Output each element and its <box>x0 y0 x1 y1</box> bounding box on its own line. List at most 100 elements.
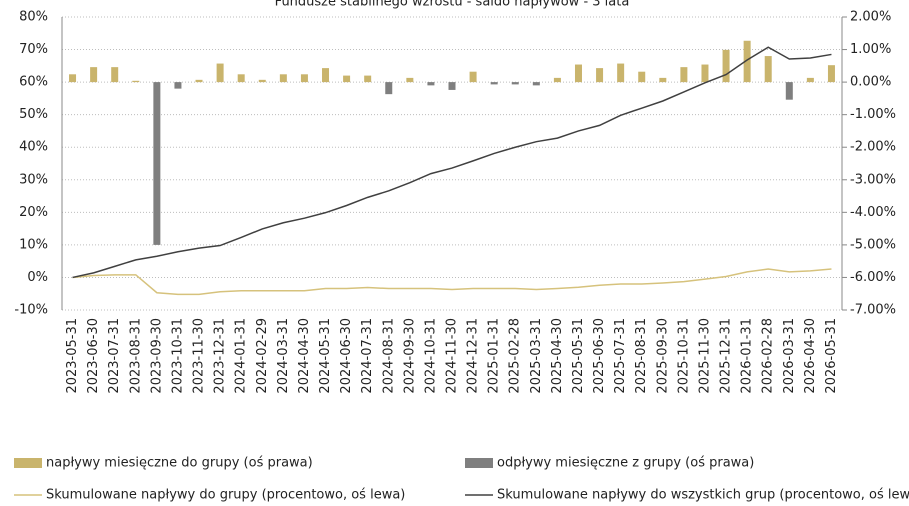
bar <box>216 63 224 83</box>
x-tick-label: 2025-01-31 <box>487 318 502 394</box>
x-tick-label: 2024-11-30 <box>445 318 460 394</box>
chart-title: Fundusze stabilnego wzrostu - saldo napł… <box>275 0 630 10</box>
x-tick-label: 2025-06-30 <box>592 318 607 394</box>
y2-tick-label: -3.00% <box>850 172 896 187</box>
bar <box>532 82 540 86</box>
y-tick-label: 50% <box>19 107 48 122</box>
x-tick-label: 2025-10-31 <box>676 318 691 394</box>
bar <box>764 56 772 83</box>
bar <box>553 77 561 83</box>
x-tick-label: 2026-05-31 <box>824 318 839 394</box>
x-tick-label: 2024-07-31 <box>360 318 375 394</box>
x-tick-label: 2024-03-31 <box>276 318 291 394</box>
x-tick-label: 2024-06-30 <box>339 318 354 394</box>
y2-tick-label: -2.00% <box>850 140 896 155</box>
bar <box>153 82 161 245</box>
bar <box>806 77 814 83</box>
bar <box>385 82 393 95</box>
bar <box>195 79 203 83</box>
y-tick-label: 10% <box>19 237 48 252</box>
bar <box>680 67 688 83</box>
x-tick-label: 2024-05-31 <box>318 318 333 394</box>
bar <box>427 82 435 86</box>
y-tick-label: 0% <box>27 270 48 285</box>
x-tick-label: 2024-08-31 <box>381 318 396 394</box>
x-tick-label: 2024-04-30 <box>297 318 312 394</box>
y-tick-label: 30% <box>19 172 48 187</box>
bar <box>300 74 308 83</box>
x-tick-label: 2023-06-30 <box>86 318 101 394</box>
bar <box>743 40 751 83</box>
legend-swatch <box>465 458 493 468</box>
x-tick-label: 2023-12-31 <box>213 318 228 394</box>
x-tick-label: 2023-08-31 <box>128 318 143 394</box>
bar <box>111 67 119 83</box>
y-tick-label: 70% <box>19 42 48 57</box>
x-tick-label: 2026-01-31 <box>740 318 755 394</box>
legend-label: odpływy miesięczne z grupy (oś prawa) <box>497 456 754 471</box>
y2-tick-label: 0.00% <box>850 75 891 90</box>
y2-tick-label: -4.00% <box>850 205 896 220</box>
bar <box>722 49 730 83</box>
y-tick-label: -10% <box>14 303 48 318</box>
bar <box>364 75 372 83</box>
y2-tick-label: 2.00% <box>850 10 891 25</box>
x-tick-label: 2024-12-31 <box>466 318 481 394</box>
bar <box>279 74 287 83</box>
y2-tick-label: -1.00% <box>850 107 896 122</box>
line <box>72 46 832 279</box>
legend-swatch <box>14 458 42 468</box>
bar <box>638 71 646 83</box>
bar <box>490 82 498 85</box>
x-tick-label: 2023-09-30 <box>149 318 164 394</box>
bar <box>69 74 77 83</box>
legend-label: napływy miesięczne do grupy (oś prawa) <box>46 456 313 471</box>
x-tick-label: 2024-01-31 <box>234 318 249 394</box>
bar <box>448 82 456 90</box>
bar <box>469 71 477 83</box>
bar <box>511 82 519 85</box>
x-tick-label: 2025-03-31 <box>529 318 544 394</box>
y2-tick-label: -5.00% <box>850 237 896 252</box>
bar <box>406 77 414 83</box>
bar <box>90 67 98 83</box>
x-tick-label: 2024-09-30 <box>402 318 417 394</box>
x-tick-label: 2024-10-31 <box>423 318 438 394</box>
y-tick-label: 60% <box>19 75 48 90</box>
x-tick-label: 2025-07-31 <box>613 318 628 394</box>
x-tick-label: 2026-03-31 <box>782 318 797 394</box>
y2-tick-label: -6.00% <box>850 270 896 285</box>
bar <box>237 74 245 83</box>
legend-label: Skumulowane napływy do wszystkich grup (… <box>497 488 909 503</box>
bar <box>785 82 793 100</box>
x-tick-label: 2024-02-29 <box>255 318 270 394</box>
x-tick-label: 2025-11-30 <box>697 318 712 394</box>
x-tick-label: 2025-08-31 <box>634 318 649 394</box>
bar <box>174 82 182 89</box>
y-tick-label: 20% <box>19 205 48 220</box>
bar <box>132 80 140 83</box>
x-tick-label: 2025-05-31 <box>571 318 586 394</box>
x-tick-label: 2025-02-28 <box>508 318 523 394</box>
bar <box>701 64 709 83</box>
y-tick-label: 40% <box>19 140 48 155</box>
y2-tick-label: 1.00% <box>850 42 891 57</box>
x-tick-label: 2026-04-30 <box>803 318 818 394</box>
x-tick-label: 2023-11-30 <box>192 318 207 394</box>
x-tick-label: 2023-07-31 <box>107 318 122 394</box>
x-tick-label: 2023-10-31 <box>170 318 185 394</box>
line <box>72 268 832 296</box>
legend-label: Skumulowane napływy do grupy (procentowo… <box>46 488 405 503</box>
y-tick-label: 80% <box>19 10 48 25</box>
bar <box>659 77 667 83</box>
bar <box>322 68 330 83</box>
x-tick-label: 2025-12-31 <box>719 318 734 394</box>
bar <box>258 79 266 83</box>
bar <box>617 63 625 83</box>
x-tick-label: 2025-09-30 <box>655 318 670 394</box>
bar <box>343 75 351 83</box>
bar <box>574 64 582 83</box>
x-tick-label: 2025-04-30 <box>550 318 565 394</box>
y2-tick-label: -7.00% <box>850 303 896 318</box>
